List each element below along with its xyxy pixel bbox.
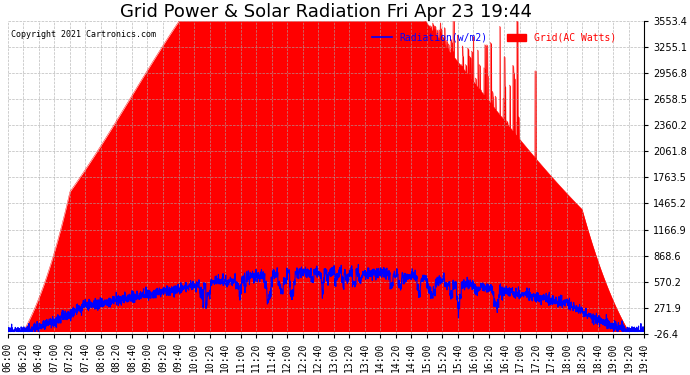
Title: Grid Power & Solar Radiation Fri Apr 23 19:44: Grid Power & Solar Radiation Fri Apr 23 … — [120, 3, 532, 21]
Legend: Radiation(w/m2), Grid(AC Watts): Radiation(w/m2), Grid(AC Watts) — [368, 29, 620, 47]
Text: Copyright 2021 Cartronics.com: Copyright 2021 Cartronics.com — [11, 30, 156, 39]
